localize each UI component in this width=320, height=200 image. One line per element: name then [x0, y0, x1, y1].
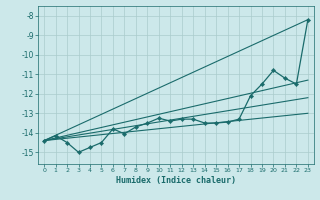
- X-axis label: Humidex (Indice chaleur): Humidex (Indice chaleur): [116, 176, 236, 185]
